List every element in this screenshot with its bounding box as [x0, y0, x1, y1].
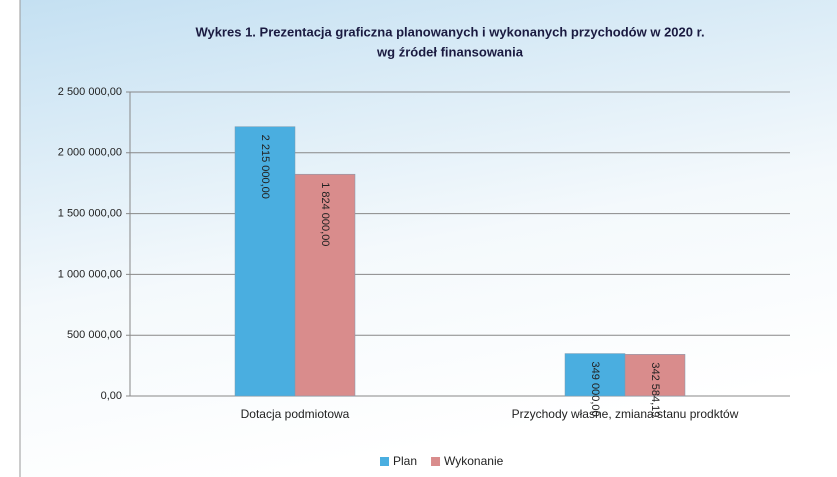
y-tick-label: 0,00 — [101, 390, 122, 402]
y-tick-label: 1 000 000,00 — [58, 268, 122, 280]
x-tick-label: Przychody własne, zmiana stanu prodktów — [512, 407, 739, 421]
value-label: 1 824 000,00 — [319, 182, 331, 246]
bar — [294, 173, 356, 397]
y-tick-label: 500 000,00 — [67, 329, 122, 341]
legend-label: Wykonanie — [444, 454, 504, 468]
y-tick-label: 2 000 000,00 — [58, 147, 122, 159]
legend-swatch — [380, 457, 389, 466]
legend-label: Plan — [393, 454, 417, 468]
bar — [564, 353, 626, 397]
legend-swatch — [431, 457, 441, 466]
y-tick-label: 2 500 000,00 — [58, 86, 122, 98]
bar — [234, 126, 296, 397]
chart-title: wg źródeł finansowania — [376, 44, 524, 59]
y-tick-label: 1 500 000,00 — [58, 208, 122, 220]
chart-background — [20, 0, 837, 477]
value-label: 2 215 000,00 — [259, 135, 271, 199]
chart-title: Wykres 1. Prezentacja graficzna planowan… — [195, 24, 704, 39]
value-label: 342 584,19 — [649, 362, 661, 417]
bar — [624, 354, 686, 397]
value-label: 349 000,00 — [589, 362, 601, 417]
x-tick-label: Dotacja podmiotowa — [241, 407, 350, 421]
